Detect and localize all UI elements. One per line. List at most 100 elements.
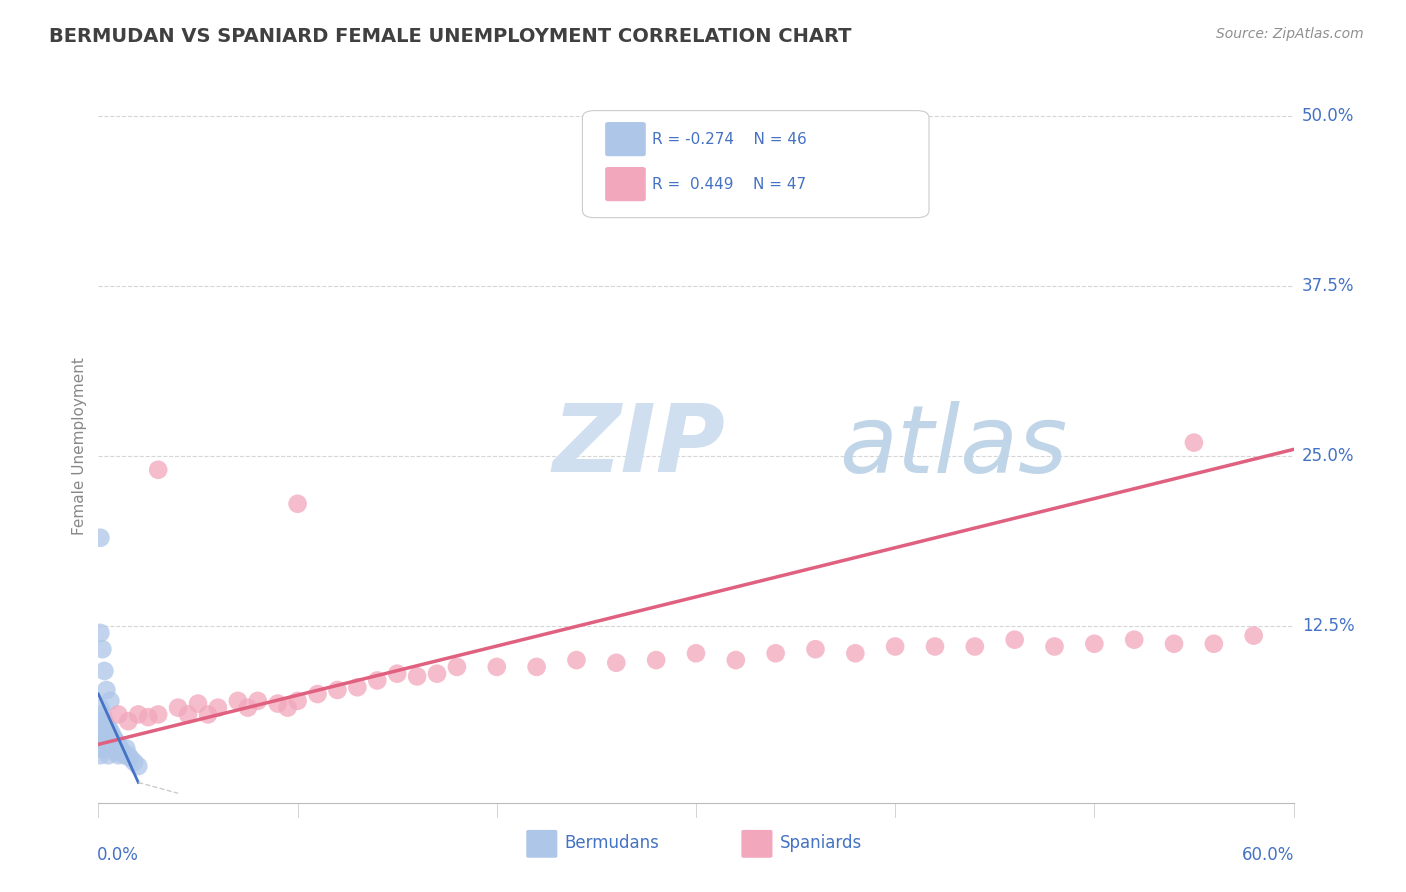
Text: R = -0.274    N = 46: R = -0.274 N = 46 bbox=[652, 132, 807, 146]
Point bbox=[326, 683, 349, 698]
Point bbox=[136, 710, 159, 724]
Text: ZIP: ZIP bbox=[553, 400, 725, 492]
Point bbox=[385, 666, 409, 681]
Point bbox=[115, 741, 138, 756]
Point bbox=[103, 741, 125, 756]
Point bbox=[127, 707, 149, 722]
Point bbox=[884, 640, 907, 654]
Point bbox=[246, 694, 269, 708]
Point bbox=[187, 697, 209, 711]
Point bbox=[97, 737, 120, 751]
Point bbox=[526, 660, 548, 674]
Point bbox=[98, 723, 122, 738]
Point bbox=[197, 707, 219, 722]
Point bbox=[1083, 637, 1105, 651]
Text: atlas: atlas bbox=[839, 401, 1067, 491]
Point bbox=[117, 748, 139, 763]
Point bbox=[148, 707, 170, 722]
Point bbox=[565, 653, 588, 667]
Text: R =  0.449    N = 47: R = 0.449 N = 47 bbox=[652, 177, 806, 192]
Point bbox=[117, 714, 139, 729]
Point bbox=[346, 680, 368, 694]
Point bbox=[1004, 632, 1026, 647]
Point bbox=[112, 748, 135, 763]
FancyBboxPatch shape bbox=[605, 167, 645, 202]
Point bbox=[924, 640, 946, 654]
Point bbox=[287, 694, 309, 708]
Point bbox=[98, 741, 122, 756]
Text: Bermudans: Bermudans bbox=[565, 835, 659, 853]
Point bbox=[1202, 637, 1225, 651]
Point bbox=[226, 694, 249, 708]
Point bbox=[89, 734, 111, 748]
FancyBboxPatch shape bbox=[582, 111, 929, 218]
Point bbox=[844, 646, 866, 660]
Point bbox=[89, 531, 111, 545]
Point bbox=[93, 723, 115, 738]
FancyBboxPatch shape bbox=[741, 830, 772, 858]
Point bbox=[724, 653, 747, 667]
Point bbox=[101, 737, 124, 751]
Point bbox=[96, 728, 118, 742]
Point bbox=[89, 714, 111, 729]
Text: Source: ZipAtlas.com: Source: ZipAtlas.com bbox=[1216, 27, 1364, 41]
Point bbox=[963, 640, 986, 654]
Point bbox=[96, 683, 118, 698]
Point bbox=[124, 755, 146, 769]
Point bbox=[89, 626, 111, 640]
Point bbox=[167, 700, 190, 714]
Point bbox=[96, 737, 118, 751]
Point bbox=[277, 700, 299, 714]
Point bbox=[107, 707, 129, 722]
Point bbox=[105, 746, 128, 760]
Point bbox=[97, 748, 120, 763]
Point bbox=[91, 728, 114, 742]
Point bbox=[93, 664, 115, 678]
Text: 50.0%: 50.0% bbox=[1302, 107, 1354, 126]
Point bbox=[1043, 640, 1066, 654]
Text: 25.0%: 25.0% bbox=[1302, 447, 1354, 466]
Point bbox=[98, 731, 122, 746]
Point bbox=[101, 728, 124, 742]
Point bbox=[105, 734, 128, 748]
Point bbox=[91, 721, 114, 735]
Point bbox=[89, 741, 111, 756]
Point bbox=[236, 700, 259, 714]
Point bbox=[1123, 632, 1146, 647]
Text: 0.0%: 0.0% bbox=[97, 846, 139, 863]
Point bbox=[89, 748, 111, 763]
Point bbox=[207, 700, 229, 714]
Point bbox=[111, 746, 134, 760]
Point bbox=[685, 646, 707, 660]
Point bbox=[1163, 637, 1185, 651]
Point bbox=[446, 660, 468, 674]
Point bbox=[110, 741, 132, 756]
Point bbox=[177, 707, 200, 722]
Point bbox=[127, 759, 149, 773]
Point bbox=[406, 669, 429, 683]
Point bbox=[103, 731, 125, 746]
Point bbox=[98, 694, 122, 708]
Point bbox=[93, 737, 115, 751]
Point bbox=[107, 737, 129, 751]
Point bbox=[426, 666, 449, 681]
Point bbox=[287, 497, 309, 511]
Point bbox=[91, 734, 114, 748]
Point bbox=[107, 748, 129, 763]
Point bbox=[605, 656, 627, 670]
Point bbox=[97, 721, 120, 735]
Point bbox=[804, 642, 827, 657]
Point bbox=[97, 729, 120, 743]
FancyBboxPatch shape bbox=[605, 122, 645, 156]
Point bbox=[91, 741, 114, 756]
Point bbox=[91, 642, 114, 657]
Point bbox=[267, 697, 290, 711]
Point bbox=[366, 673, 388, 688]
Text: BERMUDAN VS SPANIARD FEMALE UNEMPLOYMENT CORRELATION CHART: BERMUDAN VS SPANIARD FEMALE UNEMPLOYMENT… bbox=[49, 27, 852, 45]
Point bbox=[93, 714, 115, 729]
Point bbox=[645, 653, 668, 667]
Text: 37.5%: 37.5% bbox=[1302, 277, 1354, 295]
Y-axis label: Female Unemployment: Female Unemployment bbox=[72, 357, 87, 535]
Point bbox=[96, 718, 118, 732]
Text: 60.0%: 60.0% bbox=[1243, 846, 1295, 863]
